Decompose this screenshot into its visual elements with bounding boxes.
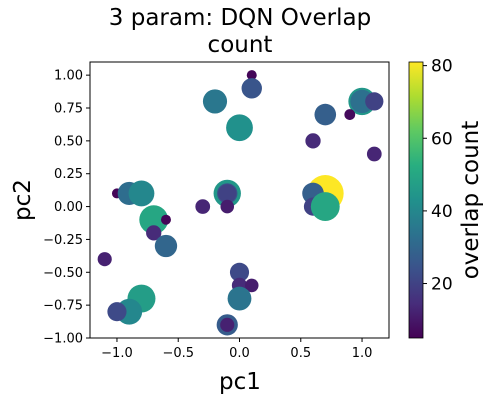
chart-title-line: count	[208, 32, 273, 58]
scatter-point	[128, 180, 155, 207]
y-tick-label: 0.25	[54, 167, 83, 182]
scatter-point	[344, 109, 356, 120]
x-tick-label: 0.0	[229, 346, 250, 361]
scatter-point	[365, 92, 384, 111]
scatter-point	[202, 89, 228, 114]
y-tick-label: −0.25	[43, 233, 83, 248]
scatter-point	[97, 252, 112, 267]
y-tick-label: −0.75	[43, 299, 83, 314]
y-tick-label: −1.00	[43, 332, 83, 347]
scatter-point	[305, 133, 321, 149]
scatter-point	[241, 78, 262, 99]
scatter-point	[107, 302, 127, 322]
colorbar-tick-label: 40	[431, 202, 453, 222]
y-ticks: −1.00 −0.75 −0.50 −0.25 0.00 0.25 0.50 0.75 1.00	[43, 69, 90, 347]
scatter-point	[229, 262, 250, 282]
x-tick-label: −0.5	[162, 346, 194, 361]
colorbar-tick-label: 60	[431, 129, 453, 149]
colorbar-label: overlap count	[458, 121, 484, 280]
y-tick-label: 1.00	[54, 69, 83, 84]
x-tick-label: −1.0	[101, 346, 133, 361]
y-tick-label: −0.50	[43, 266, 83, 281]
y-axis-label: pc2	[10, 179, 36, 221]
scatter-point	[227, 286, 252, 311]
scatter-point	[139, 205, 169, 235]
x-axis-label: pc1	[219, 369, 261, 395]
colorbar-tick-label: 20	[431, 275, 453, 295]
chart-title-line: 3 param: DQN Overlap	[109, 5, 371, 31]
scatter-point	[220, 199, 235, 214]
x-ticks: −1.0 −0.5 0.0 0.5 1.0	[101, 338, 372, 361]
scatter-point	[310, 192, 340, 222]
points-layer	[97, 70, 384, 336]
scatter-point	[160, 214, 171, 225]
scatter-point	[246, 70, 257, 81]
colorbar	[408, 61, 424, 339]
chart-title: 3 param: DQN Overlap count	[109, 5, 371, 58]
colorbar-tick-label: 80	[431, 57, 453, 77]
y-tick-label: 0.00	[54, 200, 83, 215]
scatter-point	[226, 114, 253, 142]
scatter-point	[195, 199, 211, 214]
scatter-point	[314, 103, 337, 126]
y-tick-label: 0.50	[54, 134, 83, 149]
scatter-point	[366, 146, 382, 162]
scatter-point	[220, 317, 235, 332]
scatter-point	[218, 184, 237, 203]
y-tick-label: 0.75	[54, 102, 83, 117]
colorbar-ticks: 20 40 60 80	[423, 57, 453, 295]
x-tick-label: 1.0	[352, 346, 373, 361]
scatter-point	[146, 225, 162, 241]
scatter-point	[244, 278, 259, 293]
scatter-point	[154, 234, 178, 258]
x-tick-label: 0.5	[290, 346, 311, 361]
